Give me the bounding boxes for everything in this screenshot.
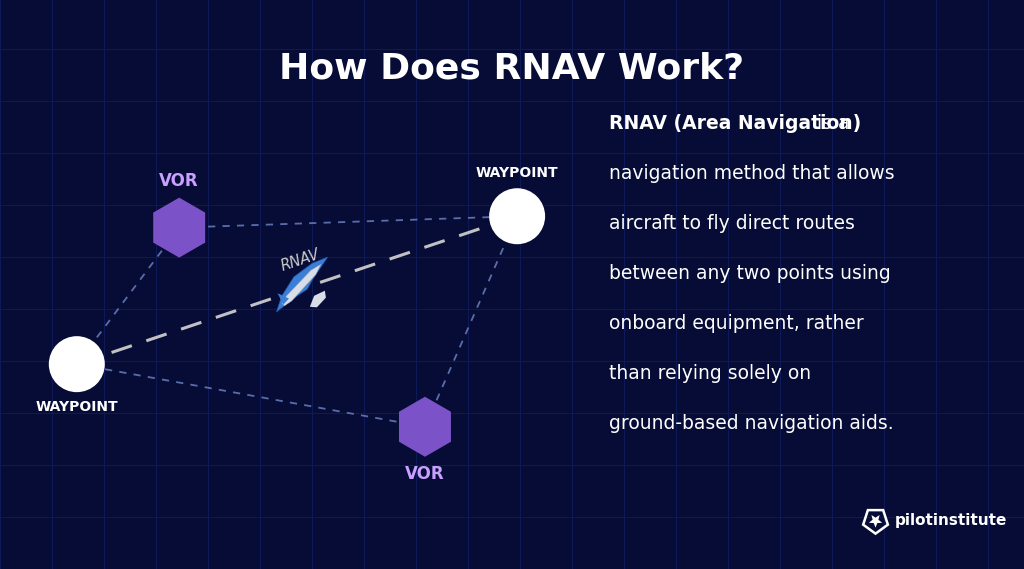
Text: aircraft to fly direct routes: aircraft to fly direct routes	[609, 214, 855, 233]
Text: than relying solely on: than relying solely on	[609, 364, 811, 383]
Circle shape	[49, 336, 104, 392]
Text: onboard equipment, rather: onboard equipment, rather	[609, 314, 864, 333]
Polygon shape	[283, 265, 321, 306]
Text: between any two points using: between any two points using	[609, 264, 891, 283]
Text: is a: is a	[811, 114, 850, 133]
Text: ground-based navigation aids.: ground-based navigation aids.	[609, 414, 894, 433]
Text: VOR: VOR	[160, 172, 199, 189]
Polygon shape	[310, 291, 326, 307]
Polygon shape	[278, 293, 289, 304]
Text: VOR: VOR	[406, 465, 444, 483]
Polygon shape	[276, 257, 328, 312]
Text: RNAV: RNAV	[279, 246, 322, 273]
Polygon shape	[868, 515, 883, 527]
Text: WAYPOINT: WAYPOINT	[476, 166, 558, 180]
Text: navigation method that allows: navigation method that allows	[609, 164, 895, 183]
Circle shape	[489, 188, 545, 244]
Polygon shape	[154, 197, 205, 258]
Text: WAYPOINT: WAYPOINT	[36, 400, 118, 414]
Text: RNAV (Area Navigation): RNAV (Area Navigation)	[609, 114, 861, 133]
Polygon shape	[399, 397, 451, 457]
Text: pilotinstitute: pilotinstitute	[895, 513, 1007, 528]
Text: How Does RNAV Work?: How Does RNAV Work?	[280, 51, 744, 85]
